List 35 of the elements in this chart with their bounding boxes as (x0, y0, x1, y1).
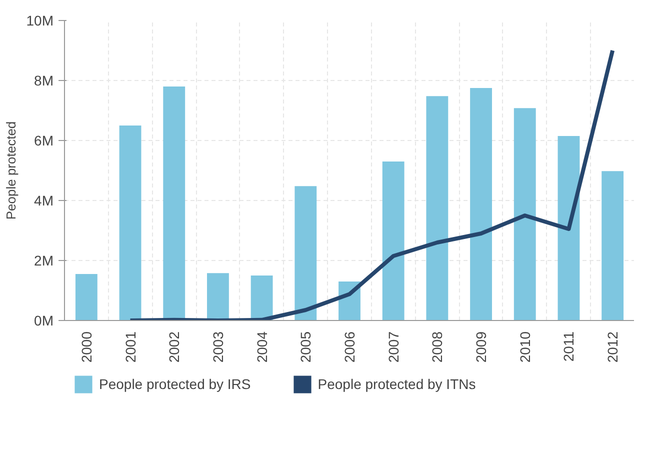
x-tick-label: 2006 (342, 331, 358, 363)
bar (119, 126, 142, 320)
x-tick-label: 2004 (254, 331, 270, 363)
bar (250, 276, 273, 320)
y-axis-title: People protected (3, 121, 18, 220)
x-tick-label: 2002 (166, 331, 182, 363)
x-tick-label: 2000 (78, 331, 94, 363)
bar (163, 86, 186, 320)
bar (207, 273, 229, 320)
y-tick-label: 10M (26, 12, 54, 28)
y-tick-label: 0M (34, 312, 54, 328)
y-tick-label: 4M (34, 192, 54, 208)
x-tick-label: 2001 (122, 331, 138, 363)
bar (75, 274, 98, 320)
bar (294, 186, 317, 320)
x-tick-label: 2007 (385, 331, 402, 363)
x-tick-label: 2011 (560, 331, 577, 362)
bar (382, 162, 404, 320)
bar (602, 171, 624, 320)
bar (514, 108, 536, 320)
x-tick-label: 2012 (604, 331, 621, 363)
x-tick-label: 2008 (429, 331, 446, 363)
legend-label: People protected by IRS (99, 376, 251, 392)
x-tick-label: 2003 (210, 331, 226, 363)
bar (470, 88, 492, 320)
bar (426, 96, 448, 320)
y-tick-label: 6M (34, 132, 54, 148)
y-tick-label: 8M (34, 72, 54, 88)
x-tick-label: 2005 (298, 331, 314, 363)
x-tick-label: 2010 (516, 331, 533, 363)
y-tick-label: 2M (34, 252, 54, 268)
x-tick-label: 2009 (473, 331, 490, 363)
line-series (128, 48, 615, 320)
bar (558, 136, 580, 320)
legend-label: People protected by ITNs (318, 376, 476, 392)
